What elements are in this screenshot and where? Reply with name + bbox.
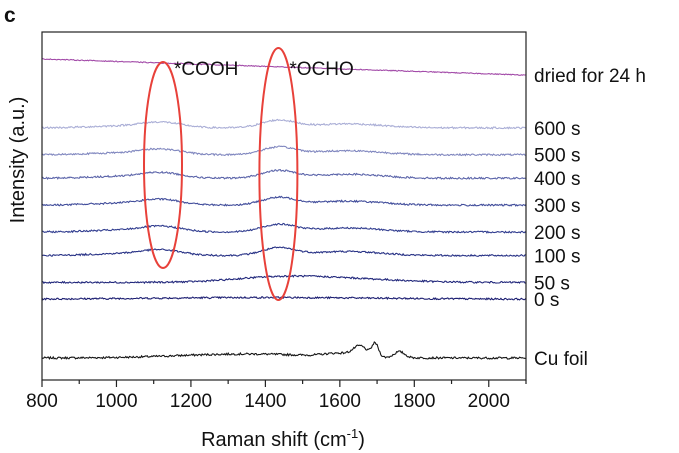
series-line-5 xyxy=(41,195,527,207)
series-label-6: 400 s xyxy=(534,169,580,190)
series-label-7: 500 s xyxy=(534,146,580,167)
panel-label: c xyxy=(4,4,16,27)
y-axis-title: Intensity (a.u.) xyxy=(7,97,29,224)
series-label-2: 50 s xyxy=(534,273,570,294)
series-line-7 xyxy=(41,145,527,157)
x-tick-label: 800 xyxy=(26,391,58,412)
series-label-5: 300 s xyxy=(534,196,580,217)
series-line-1 xyxy=(41,295,527,301)
x-tick-label: 1000 xyxy=(95,391,137,412)
x-tick-label: 1400 xyxy=(244,391,286,412)
series-line-9 xyxy=(41,58,527,76)
x-tick-label: 1800 xyxy=(393,391,435,412)
plot-frame xyxy=(41,31,527,381)
annotation-ellipse-0 xyxy=(143,61,183,269)
series-label-0: Cu foil xyxy=(534,349,588,370)
series-label-4: 200 s xyxy=(534,223,580,244)
series-line-2 xyxy=(42,274,527,285)
series-label-1: 0 s xyxy=(534,290,559,311)
series-label-9: dried for 24 h xyxy=(534,66,646,87)
annotation-label-0: *COOH xyxy=(174,59,238,80)
series-label-3: 100 s xyxy=(534,247,580,268)
annotation-label-1: *OCHO xyxy=(289,59,353,80)
annotation-layer: *COOH *OCHO xyxy=(143,47,354,301)
series-layer xyxy=(41,58,527,360)
x-tick-label: 1600 xyxy=(319,391,361,412)
x-axis: 800 1000 1200 1400 1600 1800 2000 xyxy=(26,380,527,412)
series-line-6 xyxy=(41,168,527,181)
annotation-ellipse-1 xyxy=(258,47,299,301)
series-label-8: 600 s xyxy=(534,119,580,140)
series-line-8 xyxy=(41,118,526,130)
x-tick-label: 1200 xyxy=(170,391,212,412)
x-tick-label: 2000 xyxy=(468,391,510,412)
series-line-3 xyxy=(41,246,527,258)
series-line-4 xyxy=(41,222,527,234)
x-axis-title: Raman shift (cm-1) xyxy=(201,426,365,451)
series-line-0 xyxy=(41,341,527,360)
